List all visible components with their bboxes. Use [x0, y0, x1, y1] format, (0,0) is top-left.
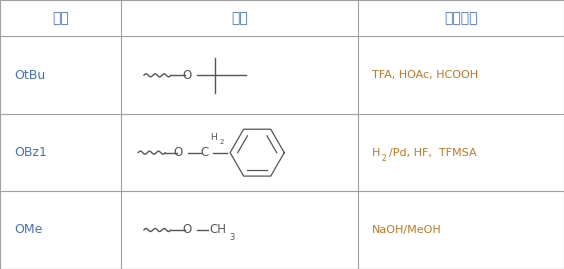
Text: 脱除条件: 脱除条件	[444, 11, 478, 25]
Text: 简称: 简称	[52, 11, 69, 25]
Text: 3: 3	[229, 233, 235, 242]
Text: O: O	[174, 146, 183, 159]
Text: OMe: OMe	[14, 224, 42, 236]
Text: H: H	[210, 133, 217, 142]
Text: O: O	[182, 224, 191, 236]
Text: C: C	[201, 146, 209, 159]
Text: O: O	[182, 69, 191, 82]
Text: CH: CH	[210, 224, 227, 236]
Text: 结构: 结构	[231, 11, 248, 25]
Text: 2: 2	[382, 154, 386, 163]
Text: TFA, HOAc, HCOOH: TFA, HOAc, HCOOH	[372, 70, 478, 80]
Text: OBz1: OBz1	[14, 146, 47, 159]
Text: H: H	[372, 148, 381, 158]
Text: OtBu: OtBu	[14, 69, 45, 82]
Text: /Pd, HF,  TFMSA: /Pd, HF, TFMSA	[389, 148, 477, 158]
Text: NaOH/MeOH: NaOH/MeOH	[372, 225, 442, 235]
Text: 2: 2	[219, 139, 224, 146]
